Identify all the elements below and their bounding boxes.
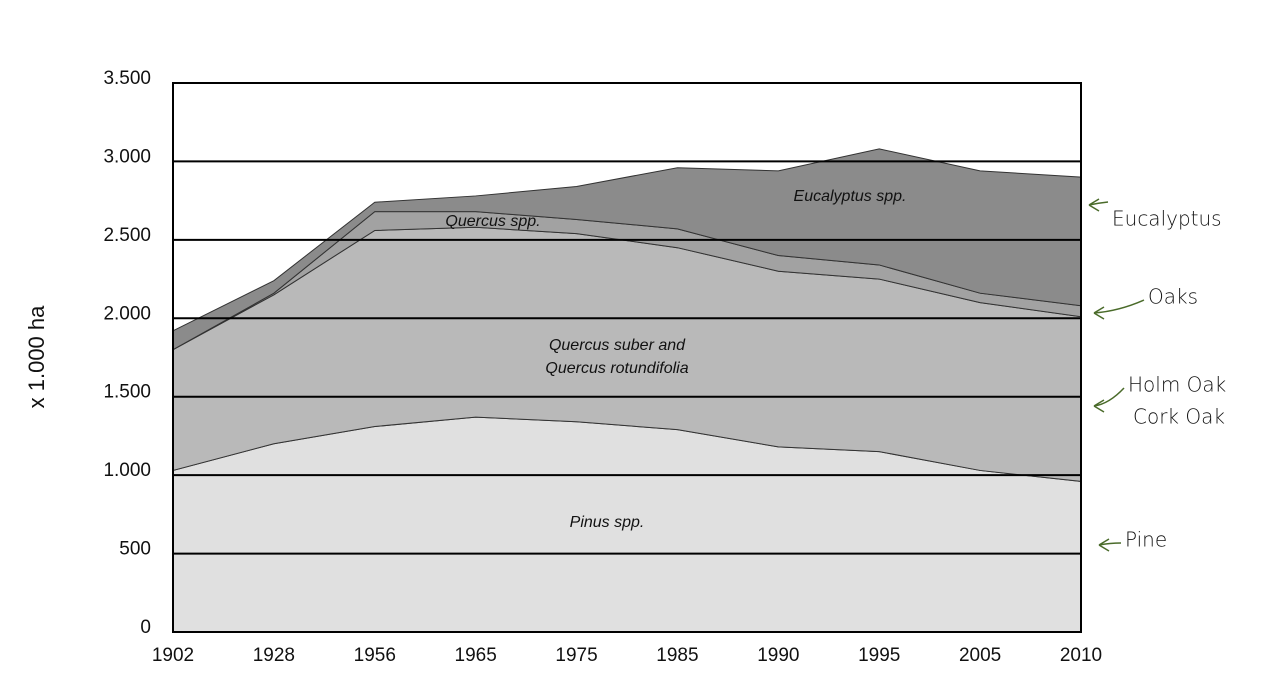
note-arrow [1093, 299, 1145, 320]
y-tick-label: 1.000 [103, 460, 151, 481]
x-tick-label: 1990 [757, 645, 799, 666]
y-tick-label: 3.000 [103, 146, 151, 167]
x-tick-label: 1985 [656, 645, 698, 666]
x-tick-label: 1928 [253, 645, 295, 666]
x-tick-label: 1902 [152, 645, 194, 666]
x-tick-label: 1956 [354, 645, 396, 666]
handwritten-note: Holm Oak [1128, 373, 1226, 397]
handwritten-note: Pine [1125, 528, 1167, 552]
series-label: Quercus rotundifolia [545, 360, 688, 377]
series-label: Pinus spp. [570, 514, 645, 531]
handwritten-note: Cork Oak [1133, 405, 1225, 429]
x-tick-label: 1975 [555, 645, 597, 666]
note-arrow [1088, 198, 1109, 212]
y-tick-label: 0 [140, 617, 151, 638]
x-tick-label: 1995 [858, 645, 900, 666]
handwritten-note: Eucalyptus [1112, 207, 1222, 231]
x-tick-label: 2005 [959, 645, 1001, 666]
note-arrow [1093, 387, 1125, 413]
series-label: Eucalyptus spp. [794, 188, 907, 205]
plot-frame [172, 82, 1082, 633]
handwritten-note: Oaks [1148, 285, 1198, 309]
y-tick-label: 1.500 [103, 382, 151, 403]
note-arrow [1098, 538, 1122, 552]
series-label: Quercus suber and [549, 337, 686, 354]
y-tick-label: 2.000 [103, 303, 151, 324]
x-tick-label: 2010 [1060, 645, 1102, 666]
y-axis-label: x 1.000 ha [24, 305, 49, 409]
y-tick-label: 500 [119, 539, 151, 560]
y-tick-label: 3.500 [103, 68, 151, 89]
series-label: Quercus spp. [445, 213, 540, 230]
x-tick-label: 1965 [455, 645, 497, 666]
y-tick-label: 2.500 [103, 225, 151, 246]
